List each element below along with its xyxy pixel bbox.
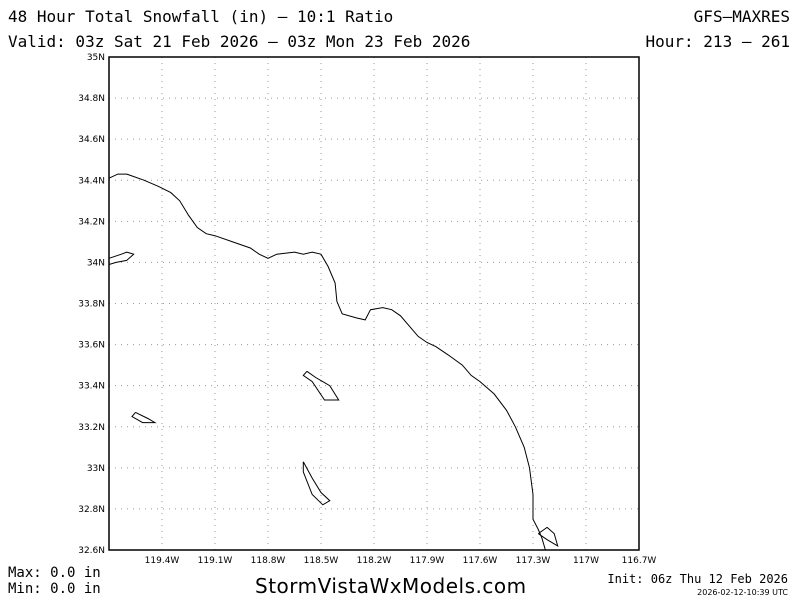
lat-tick-label: 33.4N — [78, 382, 105, 392]
lon-tick-label: 119.1W — [198, 556, 233, 566]
lat-tick-label: 33N — [87, 464, 105, 474]
lat-tick-label: 34.8N — [78, 94, 105, 104]
lon-tick-label: 118.2W — [357, 556, 392, 566]
forecast-hour-range: Hour: 213 – 261 — [645, 32, 791, 51]
lon-tick-label: 119.4W — [145, 556, 180, 566]
lon-tick-label: 117.3W — [516, 556, 551, 566]
lat-tick-label: 35N — [87, 53, 105, 63]
lat-tick-label: 33.6N — [78, 341, 105, 351]
island-outline — [108, 251, 135, 265]
lat-tick-label: 33.8N — [78, 300, 105, 310]
min-value: Min: 0.0 in — [8, 581, 101, 597]
lon-tick-label: 118.5W — [304, 556, 339, 566]
lat-tick-label: 33.2N — [78, 423, 105, 433]
init-time: Init: 06z Thu 12 Feb 2026 — [607, 572, 788, 586]
island-outline — [538, 526, 559, 547]
map-title: 48 Hour Total Snowfall (in) – 10:1 Ratio — [8, 7, 394, 26]
lat-tick-label: 34.2N — [78, 217, 105, 227]
lat-tick-label: 34.6N — [78, 135, 105, 145]
lat-tick-label: 32.8N — [78, 505, 105, 515]
lon-tick-label: 116.7W — [622, 556, 657, 566]
valid-period: Valid: 03z Sat 21 Feb 2026 – 03z Mon 23 … — [8, 32, 471, 51]
lon-tick-label: 117.6W — [463, 556, 498, 566]
map-frame — [108, 56, 640, 551]
lon-tick-label: 117W — [573, 556, 599, 566]
map-grid — [109, 57, 639, 550]
island-outline — [302, 370, 340, 401]
max-value: Max: 0.0 in — [8, 565, 101, 581]
lon-tick-label: 118.8W — [251, 556, 286, 566]
render-timestamp: 2026-02-12-10:39 UTC — [697, 588, 788, 597]
lat-tick-label: 32.6N — [78, 546, 105, 556]
model-name: GFS–MAXRES — [693, 7, 790, 26]
latitude-labels: 35N 34.8N 34.6N 34.4N 34.2N 34N 33.8N 33.6N 33.4… — [78, 53, 105, 556]
island-outline — [302, 461, 331, 506]
brand-text: StormVistaWxModels.com — [255, 574, 527, 598]
coastline — [108, 173, 546, 551]
island-outline — [131, 411, 157, 424]
lat-tick-label: 34N — [87, 258, 105, 268]
lat-tick-label: 34.4N — [78, 176, 105, 186]
lon-tick-label: 117.9W — [410, 556, 445, 566]
longitude-labels: 119.4W 119.1W 118.8W 118.5W 118.2W 117.9W 117.… — [145, 556, 657, 566]
coastline-layer — [108, 173, 559, 551]
